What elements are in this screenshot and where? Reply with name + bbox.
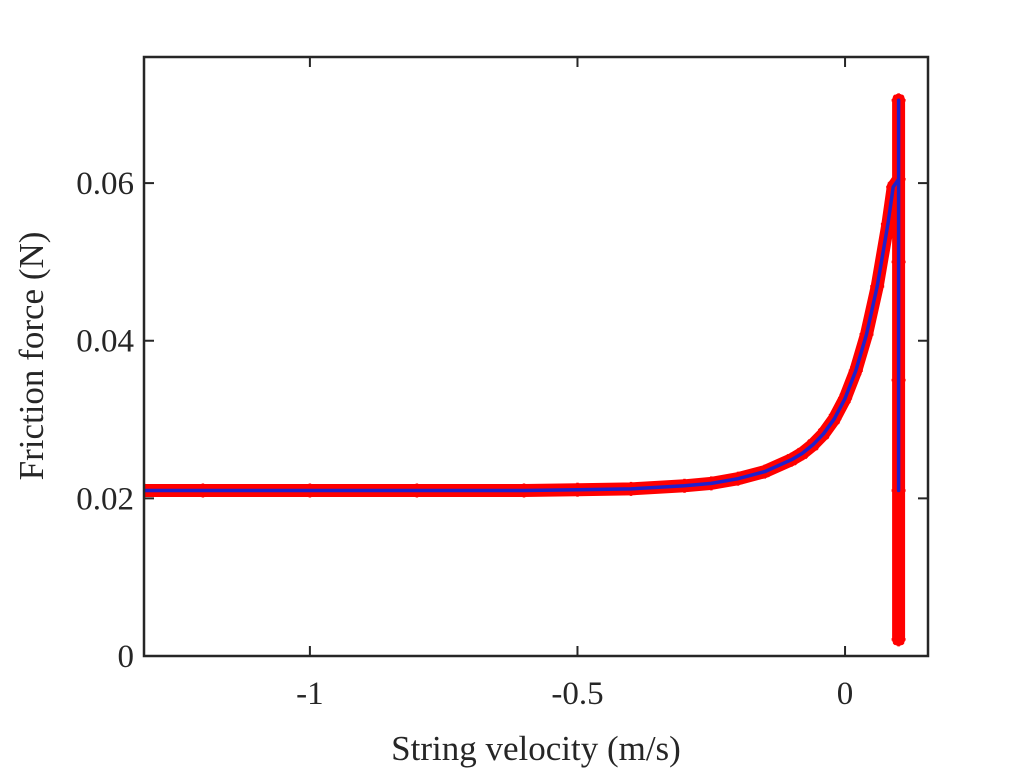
y-tick-label: 0.02 [76, 481, 134, 517]
y-tick-label: 0.04 [76, 324, 134, 360]
plot-area [144, 57, 928, 656]
y-tick-label: 0 [118, 639, 135, 675]
axes-box [142, 55, 930, 658]
series-layer [144, 93, 906, 647]
x-tick-label: -1 [296, 676, 324, 712]
x-tick-label: -0.5 [551, 676, 603, 712]
measured-point [891, 632, 906, 647]
x-tick-label: 0 [837, 676, 854, 712]
y-axis-label: Friction force (N) [12, 232, 51, 481]
tick-labels: -1 -0.5 0 0 0.02 0.04 0.06 [76, 166, 853, 712]
y-tick-label: 0.06 [76, 166, 134, 202]
tick-marks [144, 57, 928, 657]
model-line [144, 98, 901, 493]
x-axis-label: String velocity (m/s) [391, 729, 681, 768]
